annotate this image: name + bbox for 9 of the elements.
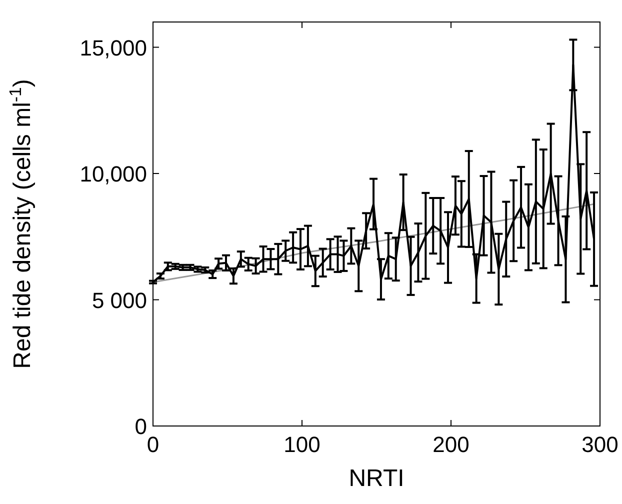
y-tick-label: 0	[134, 414, 147, 439]
y-tick-label: 10,000	[80, 162, 147, 186]
x-tick-label: 100	[284, 432, 320, 457]
line-series	[152, 203, 595, 283]
y-tick-label: 5 000	[92, 288, 147, 313]
x-tick-label: 200	[432, 432, 470, 457]
x-tick-label: 300	[582, 432, 618, 457]
y-tick-label: 15,000	[80, 35, 147, 60]
x-axis-title: NRTI	[348, 465, 404, 492]
